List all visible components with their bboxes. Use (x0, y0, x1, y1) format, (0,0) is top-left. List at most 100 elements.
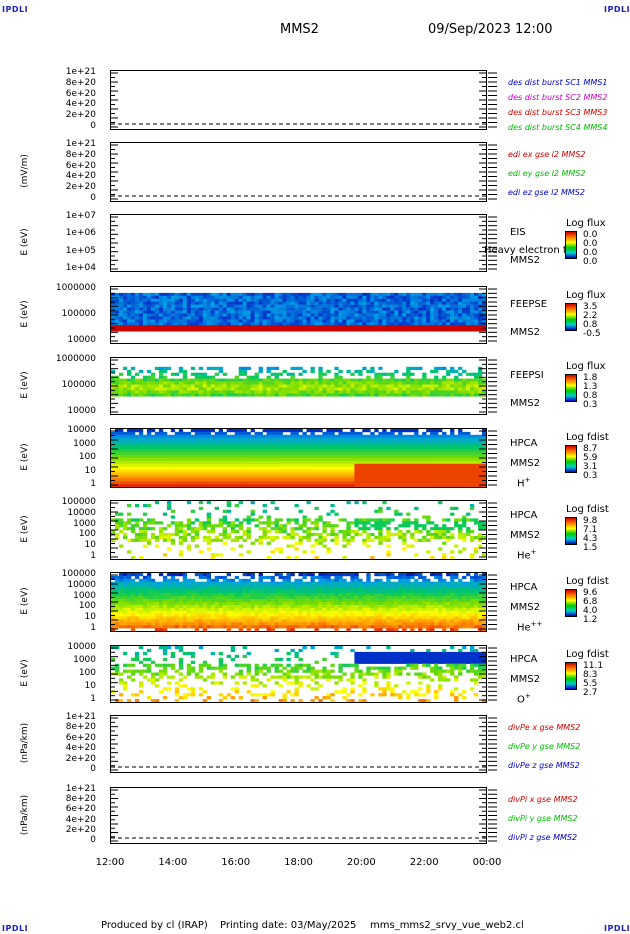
colorbar-value: 8.3 (583, 670, 598, 680)
colorbar-value: 5.5 (583, 679, 598, 689)
spectrogram (111, 573, 486, 631)
plot-area (111, 766, 486, 768)
y-tick-label: 10000 (67, 507, 96, 518)
chart-panel (110, 500, 487, 560)
y-tick-label: 100 (78, 668, 96, 678)
footer-produced: Produced by cl (IRAP) (101, 920, 208, 931)
colorbar-value: 2.2 (583, 311, 598, 321)
y-tick-label: 1e+06 (65, 228, 96, 239)
y-tick-label: 10 (84, 612, 96, 623)
colorbar-value: 8.7 (583, 444, 598, 454)
instrument-label: HPCA (510, 582, 538, 593)
corner-label: IPDLI (604, 924, 630, 933)
y-tick-label: 10 (84, 681, 96, 691)
colorbar-value: 5.9 (583, 453, 598, 463)
y-tick-label: 10000 (67, 642, 96, 652)
y-tick-label: 8e+20 (65, 77, 96, 88)
y-tick-label: 6e+20 (65, 804, 96, 815)
y-tick-label: 10 (84, 465, 96, 476)
instrument-label: He++ (517, 620, 543, 634)
colorbar-value: 1.8 (583, 373, 598, 383)
corner-label: IPDLI (2, 5, 29, 14)
series-legend: des dist burst SC4 MMS4 (508, 123, 608, 132)
y-tick-label: 10000 (67, 335, 96, 345)
x-tick-label: 18:00 (284, 857, 313, 868)
y-tick-label: 2e+20 (65, 182, 96, 193)
colorbar-value: 7.1 (583, 525, 598, 535)
y-tick-label: 2e+20 (65, 824, 96, 835)
y-tick-label: 1 (90, 479, 96, 489)
mission-title: MMS2 (280, 22, 319, 37)
y-tick-label: 0 (90, 121, 96, 131)
y-tick-label: 10000 (67, 406, 96, 416)
y-tick-label: 10 (84, 540, 96, 551)
chart-panel (110, 142, 487, 202)
series-legend: edi ey gse l2 MMS2 (508, 169, 586, 178)
y-tick-label: 6e+20 (65, 160, 96, 171)
colorbar (565, 517, 577, 545)
y-axis-label: E (eV) (20, 443, 30, 471)
colorbar-value: 0.3 (583, 471, 598, 481)
y-tick-label: 1000 (73, 438, 96, 449)
chart-panel (110, 428, 487, 488)
colorbar-title: Log fdist (566, 504, 609, 515)
y-tick-label: 10000 (67, 425, 96, 435)
colorbar-value: 4.0 (583, 606, 598, 616)
colorbar-value: 6.8 (583, 597, 598, 607)
y-tick-label: 8e+20 (65, 149, 96, 160)
x-tick-label: 12:00 (95, 857, 125, 868)
spectrogram (111, 646, 486, 702)
instrument-label: HPCA (510, 438, 538, 449)
y-axis-label: (nPa/km) (20, 722, 30, 764)
y-tick-label: 1e+21 (65, 712, 96, 722)
y-tick-label: 100000 (61, 380, 96, 390)
colorbar (565, 231, 577, 259)
instrument-label: FEEPSE (510, 299, 548, 310)
y-tick-label: 1000 (73, 518, 96, 529)
spectrogram (111, 292, 486, 332)
instrument-label: MMS2 (510, 674, 540, 685)
chart-panel (110, 286, 487, 344)
instrument-label: HPCA (510, 510, 538, 521)
colorbar-value: 9.6 (583, 588, 598, 598)
plot-area (111, 195, 486, 197)
x-tick-label: 22:00 (409, 857, 439, 868)
colorbar-value: 0.3 (583, 400, 598, 410)
instrument-label: He+ (517, 548, 537, 562)
instrument-label: MMS2 (510, 398, 540, 409)
plot-area (111, 837, 486, 839)
y-tick-label: 1e+07 (65, 211, 96, 221)
chart-panel (110, 787, 487, 844)
series-legend: divPe y gse MMS2 (508, 742, 581, 751)
y-tick-label: 8e+20 (65, 722, 96, 733)
plot-area (111, 123, 486, 125)
instrument-label: MMS2 (510, 602, 540, 613)
series-legend: divPe x gse MMS2 (508, 723, 581, 732)
chart-panel (110, 70, 487, 130)
plot-area (111, 646, 486, 702)
y-tick-label: 4e+20 (65, 743, 96, 754)
series-legend: edi ez gse l2 MMS2 (508, 188, 585, 197)
series-legend: des dist burst SC2 MMS2 (508, 93, 608, 102)
x-tick-label: 20:00 (346, 857, 376, 868)
y-tick-label: 100000 (61, 569, 96, 579)
colorbar-value: 1.5 (583, 543, 598, 553)
plot-area (111, 429, 486, 487)
y-tick-label: 4e+20 (65, 814, 96, 825)
y-axis-label: E (eV) (20, 587, 30, 615)
colorbar-value: 0.0 (583, 230, 598, 240)
colorbar-title: Log fdist (566, 576, 609, 587)
plot-area (111, 501, 486, 559)
colorbar-value: 0.8 (583, 320, 598, 330)
colorbar-value: 11.1 (583, 661, 604, 671)
y-tick-label: 0 (90, 193, 96, 203)
y-tick-label: 1000 (73, 655, 96, 665)
y-tick-label: 2e+20 (65, 110, 96, 121)
instrument-label: MMS2 (510, 458, 540, 469)
chart-panel (110, 357, 487, 415)
colorbar-title: Log flux (566, 290, 606, 301)
series-legend: edi ex gse l2 MMS2 (508, 150, 586, 159)
y-tick-label: 4e+20 (65, 171, 96, 182)
spectrogram (111, 501, 486, 559)
chart-panel (110, 572, 487, 632)
